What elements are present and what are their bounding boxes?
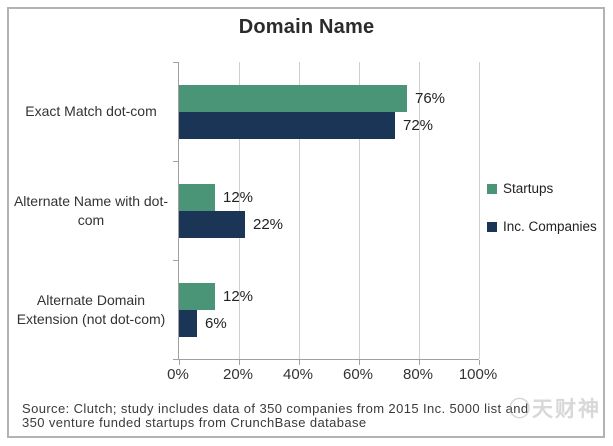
bar-group: 76% 72% <box>179 62 479 161</box>
x-tick-mark <box>299 360 300 365</box>
x-tick-mark <box>179 360 180 365</box>
x-axis-labels: 0% 20% 40% 60% 80% 100% <box>167 366 497 386</box>
x-tick-label: 0% <box>167 366 189 383</box>
category-label: Alternate Domain Extension (not dot-com) <box>16 291 166 327</box>
bar-inc-companies <box>179 111 395 139</box>
x-tick-label: 60% <box>342 366 374 383</box>
x-tick-label: 20% <box>222 366 254 383</box>
y-tick-mark <box>173 62 178 63</box>
x-tick-mark <box>479 360 480 365</box>
gridline <box>359 62 360 359</box>
gridline <box>419 62 420 359</box>
legend-swatch-icon <box>487 183 497 194</box>
source-line-2: 350 venture funded startups from CrunchB… <box>22 415 367 430</box>
x-tick-label: 40% <box>282 366 314 383</box>
bar-group: 12% 6% <box>179 260 479 359</box>
value-label: 6% <box>205 314 227 332</box>
bar-group: 12% 22% <box>179 161 479 260</box>
bar-inc-companies <box>179 309 197 337</box>
legend-swatch-icon <box>487 221 497 232</box>
source-caption: Source: Clutch; study includes data of 3… <box>22 402 588 430</box>
category-labels: Exact Match dot-com Alternate Name with d… <box>9 62 173 359</box>
x-tick-label: 80% <box>402 366 434 383</box>
bar-startups <box>179 183 215 211</box>
value-label: 72% <box>403 116 434 134</box>
legend-item: Startups <box>487 181 597 196</box>
x-tick-mark <box>359 360 360 365</box>
value-label: 12% <box>223 188 254 206</box>
bar-startups <box>179 84 407 112</box>
y-tick-mark <box>173 359 178 360</box>
value-label: 12% <box>223 287 254 305</box>
x-tick-label: 100% <box>458 366 498 383</box>
plot-area: 76% 72% 12% 22% 12% 6% <box>173 62 480 365</box>
chart-frame <box>7 7 605 438</box>
y-tick-mark <box>173 161 178 162</box>
value-label: 22% <box>253 215 284 233</box>
bar-startups <box>179 282 215 310</box>
value-label: 76% <box>415 89 446 107</box>
legend-item: Inc. Companies <box>487 219 597 234</box>
legend-label: Inc. Companies <box>503 219 597 234</box>
bar-inc-companies <box>179 210 245 238</box>
x-tick-mark <box>239 360 240 365</box>
x-tick-mark <box>419 360 420 365</box>
y-tick-mark <box>173 260 178 261</box>
category-label: Exact Match dot-com <box>25 103 157 119</box>
category-label: Alternate Name with dot-com <box>13 192 169 228</box>
chart-title: Domain Name <box>238 16 375 38</box>
legend: Startups Inc. Companies <box>487 181 597 257</box>
source-line-1: Source: Clutch; study includes data of 3… <box>22 401 529 416</box>
gridline <box>299 62 300 359</box>
gridline <box>479 62 480 359</box>
legend-label: Startups <box>503 181 554 196</box>
